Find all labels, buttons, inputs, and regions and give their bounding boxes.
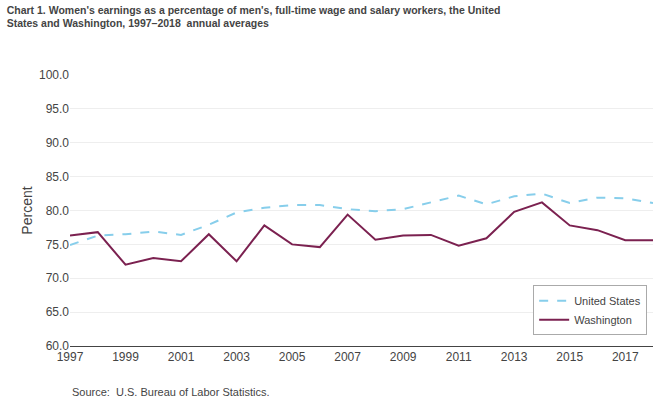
svg-text:2013: 2013 — [501, 350, 528, 364]
svg-text:65.0: 65.0 — [46, 305, 70, 319]
svg-text:Washington: Washington — [574, 314, 632, 326]
svg-text:United States: United States — [574, 295, 641, 307]
svg-text:2003: 2003 — [223, 350, 250, 364]
svg-text:100.0: 100.0 — [39, 68, 69, 82]
svg-text:90.0: 90.0 — [46, 136, 70, 150]
svg-text:Source: U.S. Bureau of Labor: Source: U.S. Bureau of Labor Statistics. — [72, 386, 269, 398]
svg-text:Chart 1. Women's earnings as a: Chart 1. Women's earnings as a percentag… — [7, 4, 501, 30]
svg-text:70.0: 70.0 — [46, 271, 70, 285]
svg-text:75.0: 75.0 — [46, 238, 70, 252]
svg-text:85.0: 85.0 — [46, 170, 70, 184]
svg-text:2009: 2009 — [390, 350, 417, 364]
svg-text:2001: 2001 — [168, 350, 195, 364]
svg-text:80.0: 80.0 — [46, 204, 70, 218]
svg-text:2011: 2011 — [446, 350, 472, 364]
svg-text:1999: 1999 — [112, 350, 139, 364]
svg-text:Percent: Percent — [19, 186, 35, 234]
svg-text:1997: 1997 — [57, 350, 84, 364]
svg-text:95.0: 95.0 — [46, 102, 70, 116]
svg-text:2007: 2007 — [334, 350, 361, 364]
svg-text:60.0: 60.0 — [46, 339, 70, 353]
svg-text:2005: 2005 — [279, 350, 306, 364]
svg-text:2017: 2017 — [612, 350, 639, 364]
svg-text:2015: 2015 — [556, 350, 583, 364]
